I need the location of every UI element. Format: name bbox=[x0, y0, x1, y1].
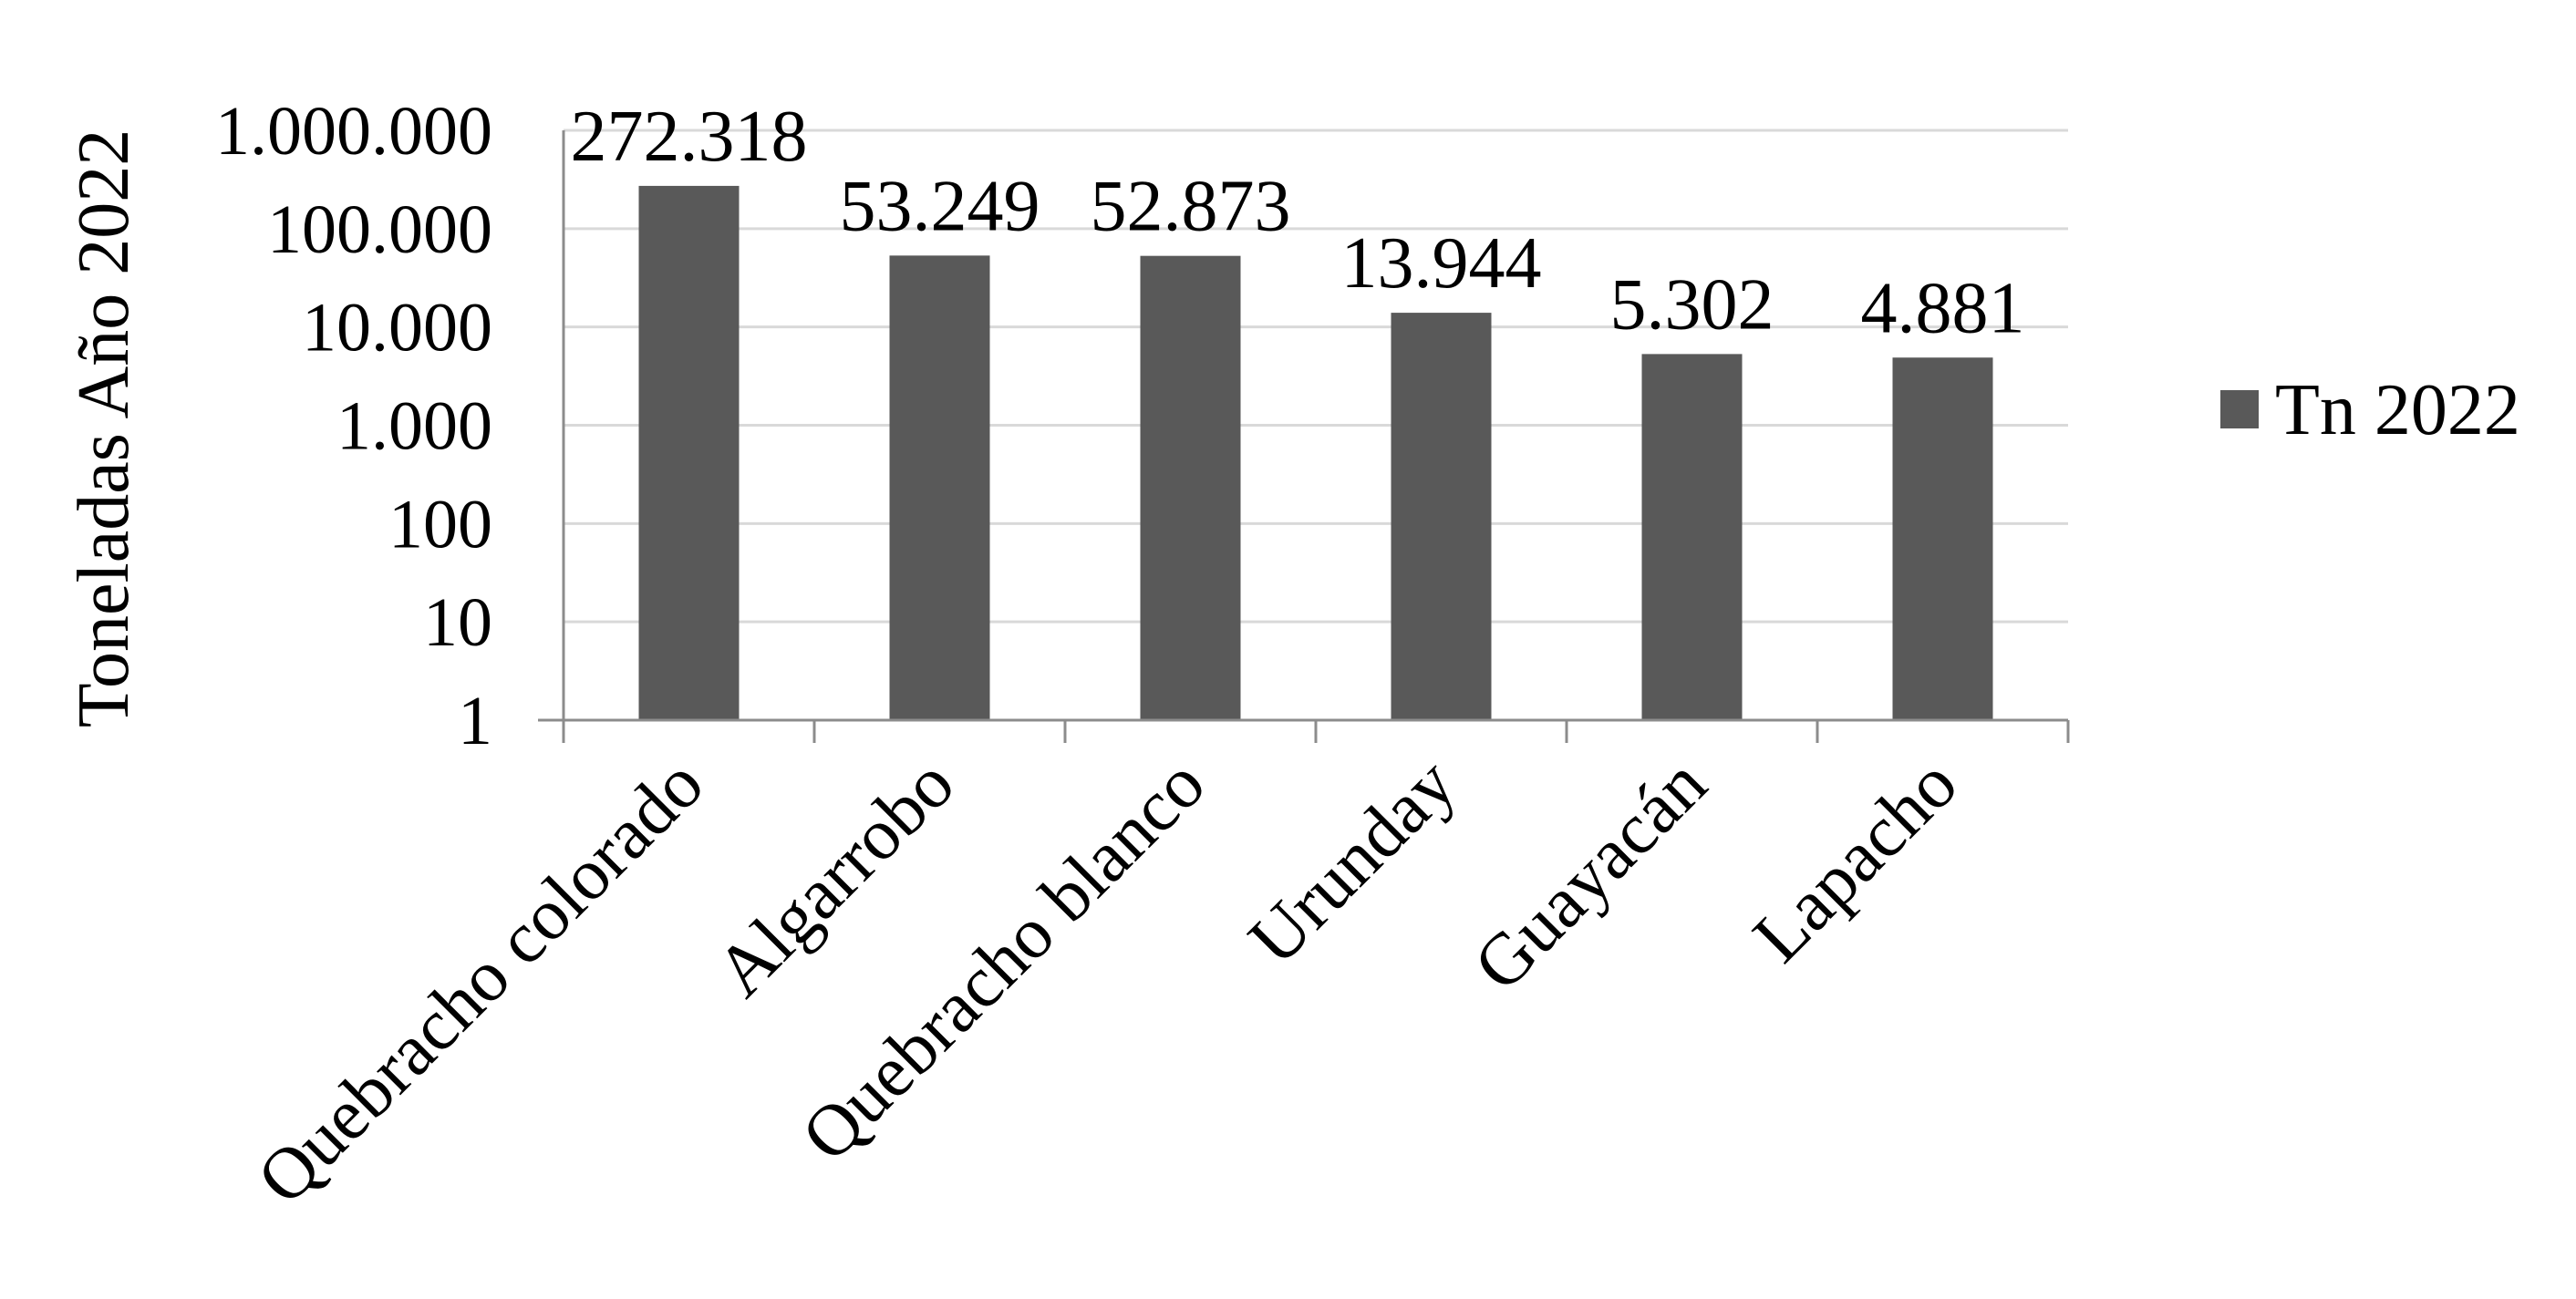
legend-label: Tn 2022 bbox=[2275, 370, 2520, 450]
x-tick-label: Guayacán bbox=[1459, 744, 1722, 1006]
gridlines bbox=[564, 129, 2068, 624]
data-label: 53.249 bbox=[840, 166, 1040, 246]
x-tick-label: Algarrobo bbox=[701, 744, 970, 1013]
y-tick-label: 10 bbox=[423, 584, 492, 661]
bar bbox=[889, 255, 990, 720]
bar bbox=[1391, 313, 1492, 720]
y-tick-label: 1.000 bbox=[336, 388, 492, 465]
axes bbox=[538, 130, 2070, 743]
data-label: 4.881 bbox=[1861, 268, 2025, 348]
legend: Tn 2022 bbox=[2220, 370, 2520, 450]
bar bbox=[638, 185, 740, 720]
x-tick-label: Lapacho bbox=[1738, 744, 1972, 978]
y-tick-label: 100.000 bbox=[267, 191, 492, 268]
data-label: 5.302 bbox=[1610, 264, 1774, 345]
bar bbox=[1641, 354, 1743, 720]
x-tick-label: Quebracho colorado bbox=[243, 744, 719, 1220]
data-labels: 272.318 53.249 52.873 13.944 5.302 4.881 bbox=[571, 97, 2025, 348]
bar bbox=[1892, 357, 1993, 720]
y-tick-label: 1.000.000 bbox=[215, 93, 492, 170]
y-tick-label: 10.000 bbox=[302, 290, 492, 366]
y-tick-label: 1 bbox=[458, 683, 492, 759]
legend-swatch bbox=[2220, 390, 2259, 428]
data-label: 13.944 bbox=[1341, 223, 1542, 304]
bars bbox=[638, 185, 1993, 720]
y-tick-label: 100 bbox=[388, 486, 492, 562]
y-axis-title: Toneladas Año 2022 bbox=[64, 129, 144, 728]
y-tick-labels: 1 10 100 1.000 10.000 100.000 1.000.000 bbox=[215, 93, 492, 759]
bar bbox=[1140, 255, 1241, 720]
x-tick-label: Urunday bbox=[1234, 744, 1471, 981]
data-label: 272.318 bbox=[571, 97, 808, 177]
data-label: 52.873 bbox=[1091, 167, 1291, 247]
